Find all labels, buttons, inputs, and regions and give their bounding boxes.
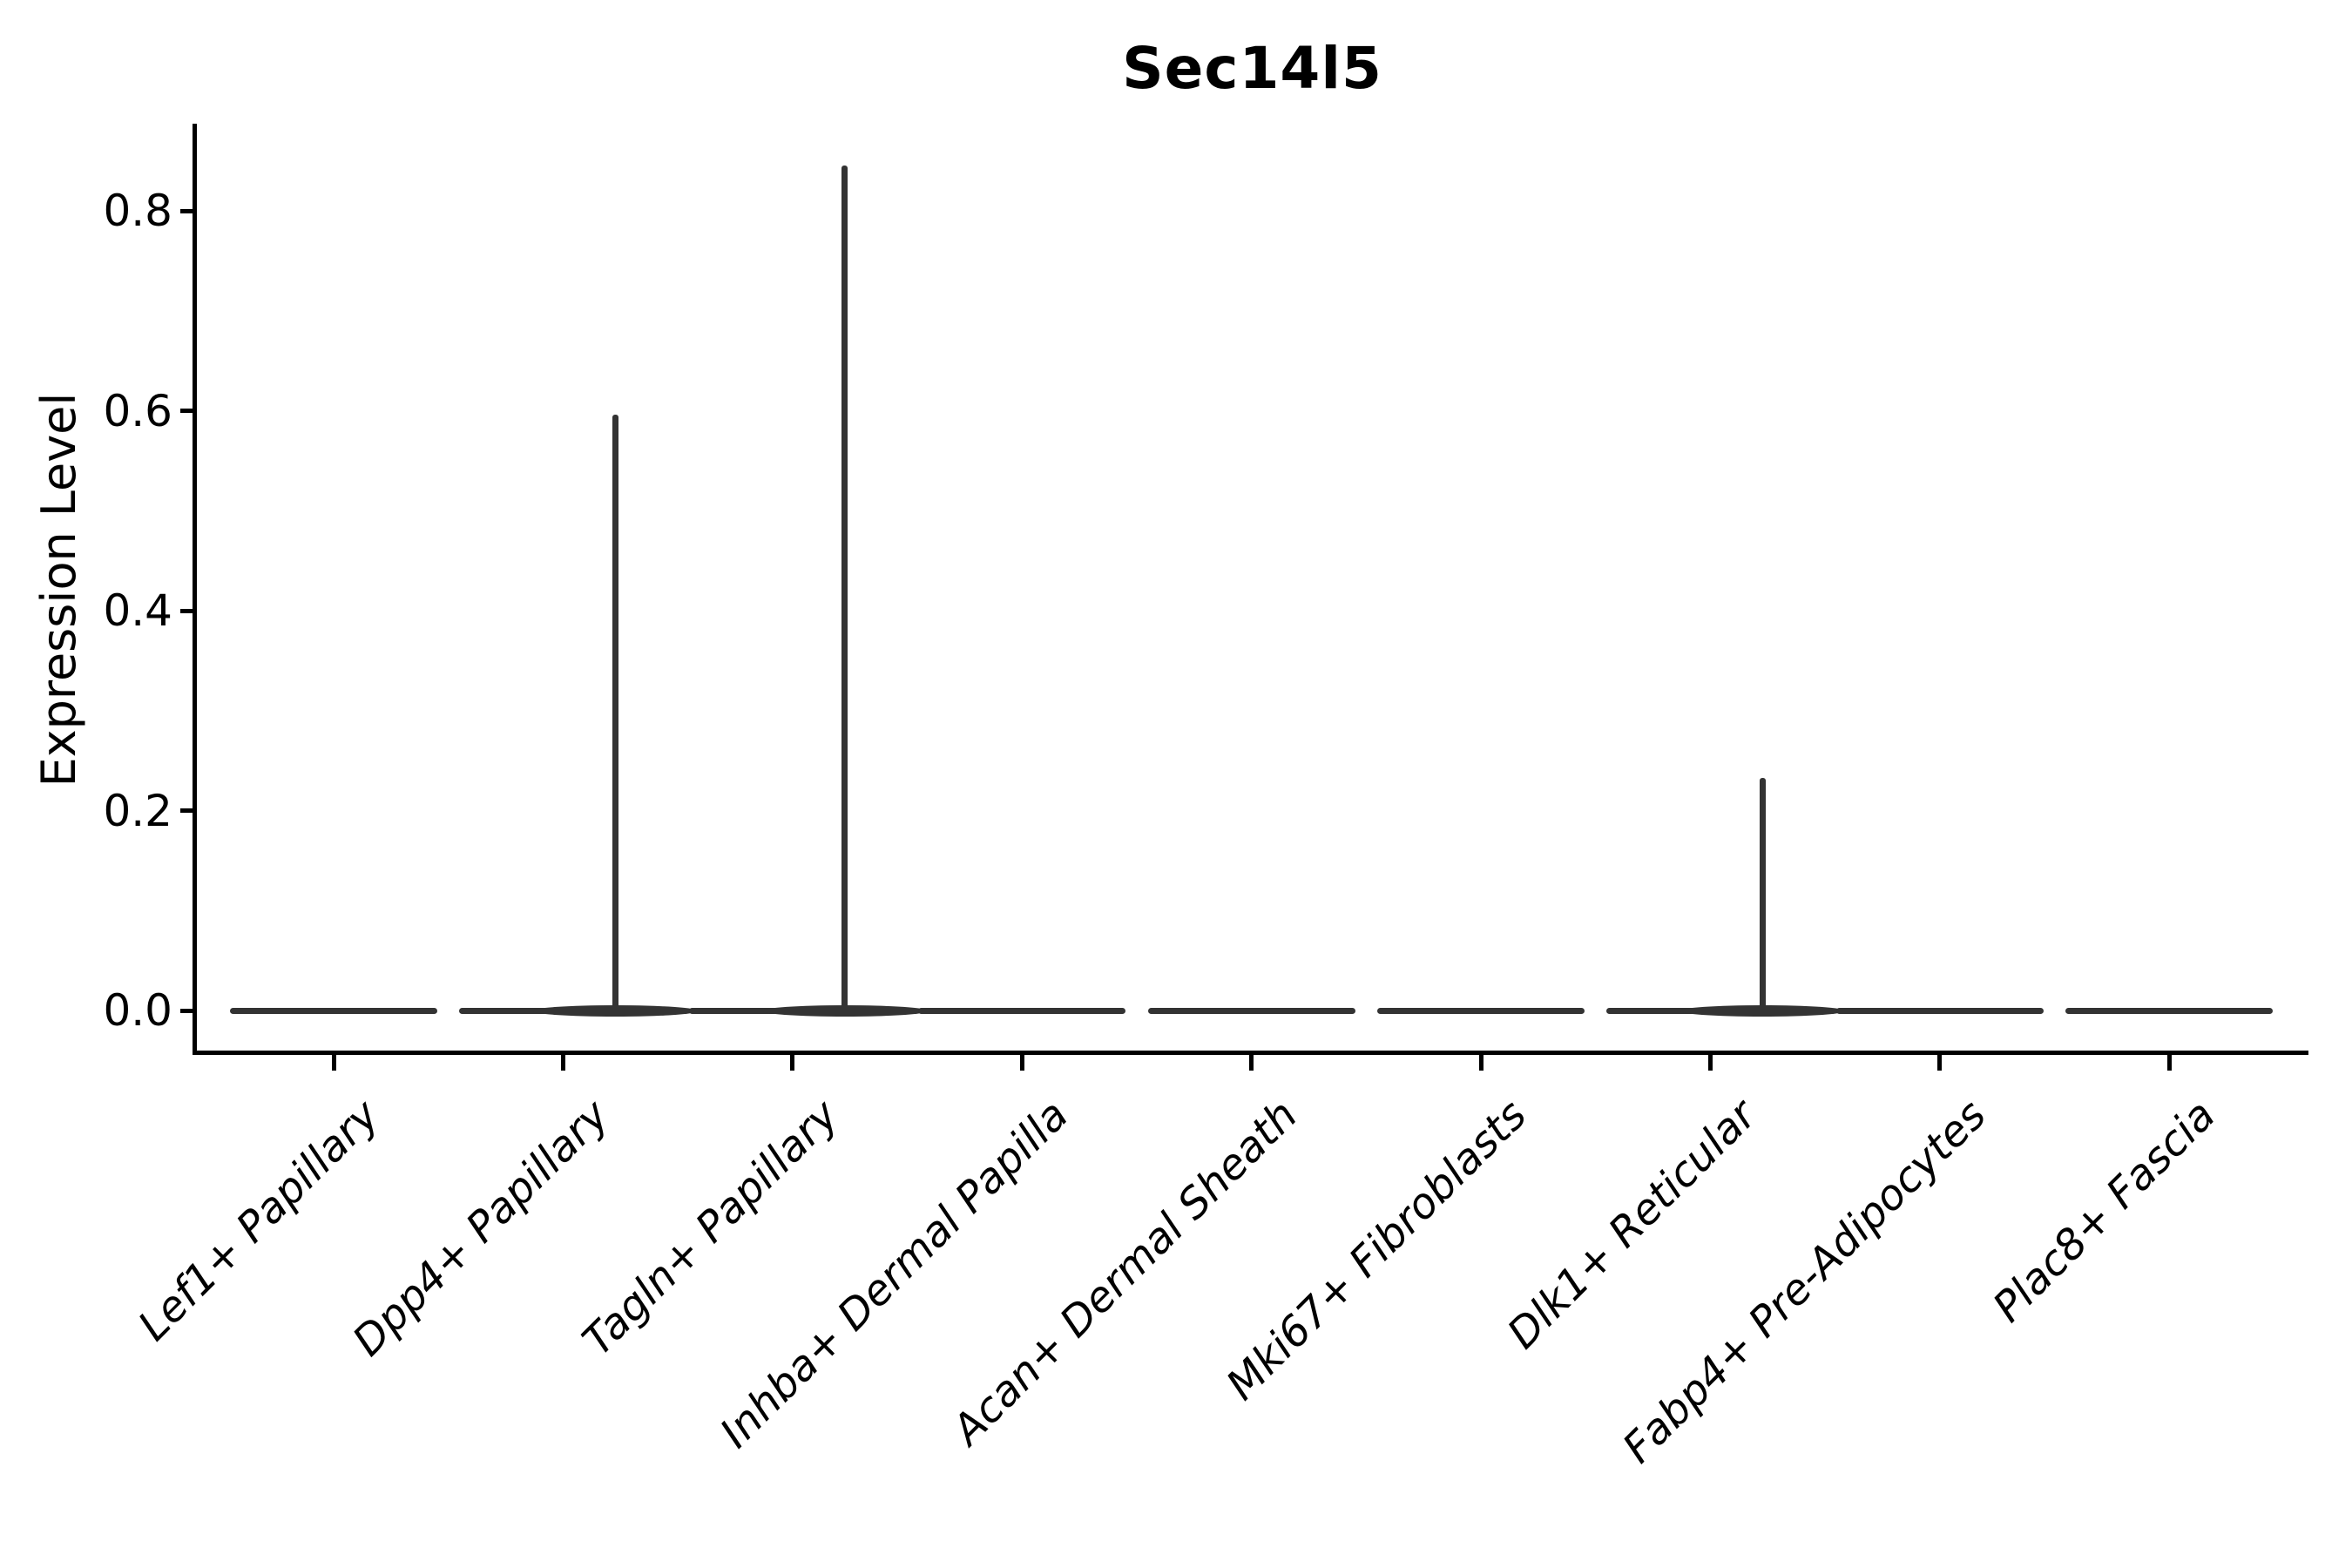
y-tick [180, 409, 193, 413]
x-tick-label: Dlk1+ Reticular [1497, 1091, 1767, 1359]
x-tick [1707, 1055, 1713, 1071]
violin-spike [612, 415, 618, 1014]
x-tick-label: Plac8+ Fascia [1984, 1091, 2225, 1332]
y-tick [180, 808, 193, 813]
y-tick-label: 0.4 [103, 585, 172, 636]
x-tick [1937, 1055, 1943, 1071]
x-axis-spine [193, 1051, 2308, 1055]
violin-spike [841, 166, 848, 1014]
y-tick [180, 1008, 193, 1013]
x-tick-label: Tagln+ Papillary [573, 1091, 848, 1366]
x-tick-label: Fabp4+ Pre-Adipocytes [1612, 1091, 1996, 1473]
violin-body [1835, 1007, 2044, 1014]
x-tick [2166, 1055, 2172, 1071]
x-tick [790, 1055, 795, 1071]
y-tick [180, 208, 193, 213]
x-tick [1019, 1055, 1024, 1071]
y-tick-label: 0.2 [103, 785, 172, 836]
y-tick-label: 0.6 [103, 385, 172, 436]
violin-spike [1759, 777, 1766, 1014]
violin-body [1147, 1007, 1355, 1014]
x-tick-label: Lef1+ Papillary [129, 1091, 389, 1351]
x-tick [1478, 1055, 1484, 1071]
violin-body [918, 1007, 1126, 1014]
x-tick-label: Dpp4+ Papillary [343, 1091, 619, 1366]
y-tick-label: 0.8 [103, 186, 172, 236]
y-axis-spine [193, 124, 197, 1055]
plot-title: Sec14l5 [1122, 35, 1382, 102]
violin-body [2065, 1007, 2274, 1014]
x-tick [560, 1055, 565, 1071]
y-tick [180, 608, 193, 613]
y-tick-label: 0.0 [103, 985, 172, 1036]
x-tick [331, 1055, 336, 1071]
violin-body [1377, 1007, 1585, 1014]
x-tick [1249, 1055, 1254, 1071]
violin-body [230, 1007, 437, 1014]
